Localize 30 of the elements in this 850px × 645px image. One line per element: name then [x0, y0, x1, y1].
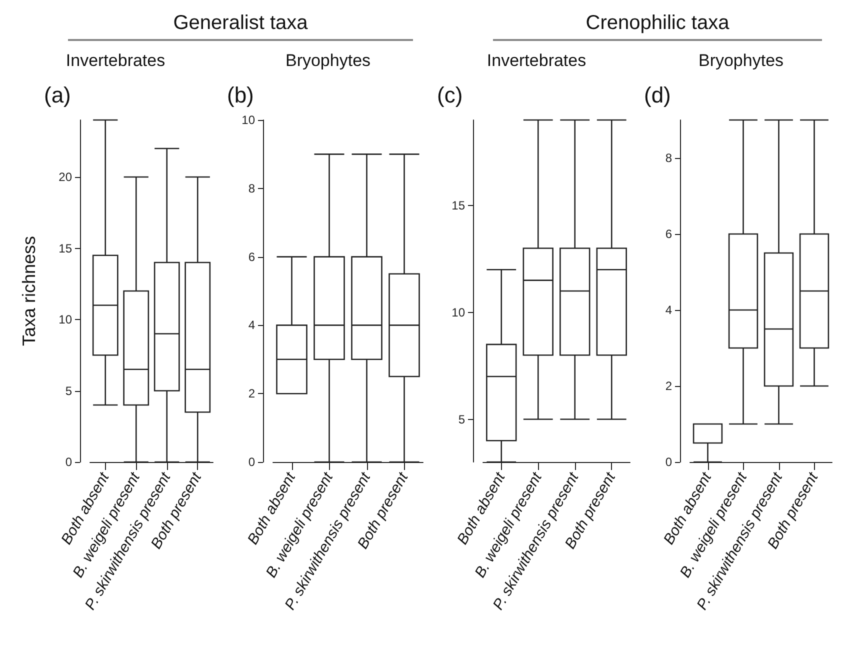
y-tick-label: 5 — [65, 384, 72, 398]
text: (c) — [437, 82, 463, 108]
y-tick-label: 2 — [248, 386, 256, 401]
chart-title: Generalist taxa — [68, 12, 413, 41]
y-tick-label: 0 — [248, 455, 256, 469]
y-tick-label: 2 — [665, 379, 672, 393]
chart-subtitle: Bryophytes — [698, 51, 784, 70]
y-tick-label: 4 — [248, 318, 256, 332]
y-tick-label: 6 — [665, 227, 672, 241]
chart-subtitle: Invertebrates — [486, 51, 586, 70]
chart-subtitle: Bryophytes — [285, 51, 371, 70]
y-tick-label: 0 — [665, 455, 672, 469]
y-tick-label: 15 — [58, 241, 72, 256]
y-tick-label: 15 — [452, 198, 466, 212]
y-tick-label: 10 — [242, 113, 256, 127]
text: (b) — [227, 82, 254, 108]
y-tick-label: 8 — [665, 151, 672, 165]
y-tick-label: 6 — [248, 250, 256, 264]
text: (a) — [44, 82, 71, 108]
y-tick-label: 0 — [65, 455, 72, 469]
y-tick-label: 4 — [665, 303, 672, 317]
y-tick-label: 10 — [452, 305, 466, 320]
y-tick-label: 10 — [58, 312, 72, 326]
chart-subtitle: Invertebrates — [66, 51, 166, 70]
text: (d) — [644, 82, 671, 108]
y-axis-title: Taxa richness — [19, 236, 39, 346]
y-tick-label: 20 — [58, 170, 72, 184]
y-tick-label: 5 — [458, 412, 466, 426]
chart-title: Crenophilic taxa — [493, 12, 822, 41]
y-tick-label: 8 — [248, 181, 256, 196]
